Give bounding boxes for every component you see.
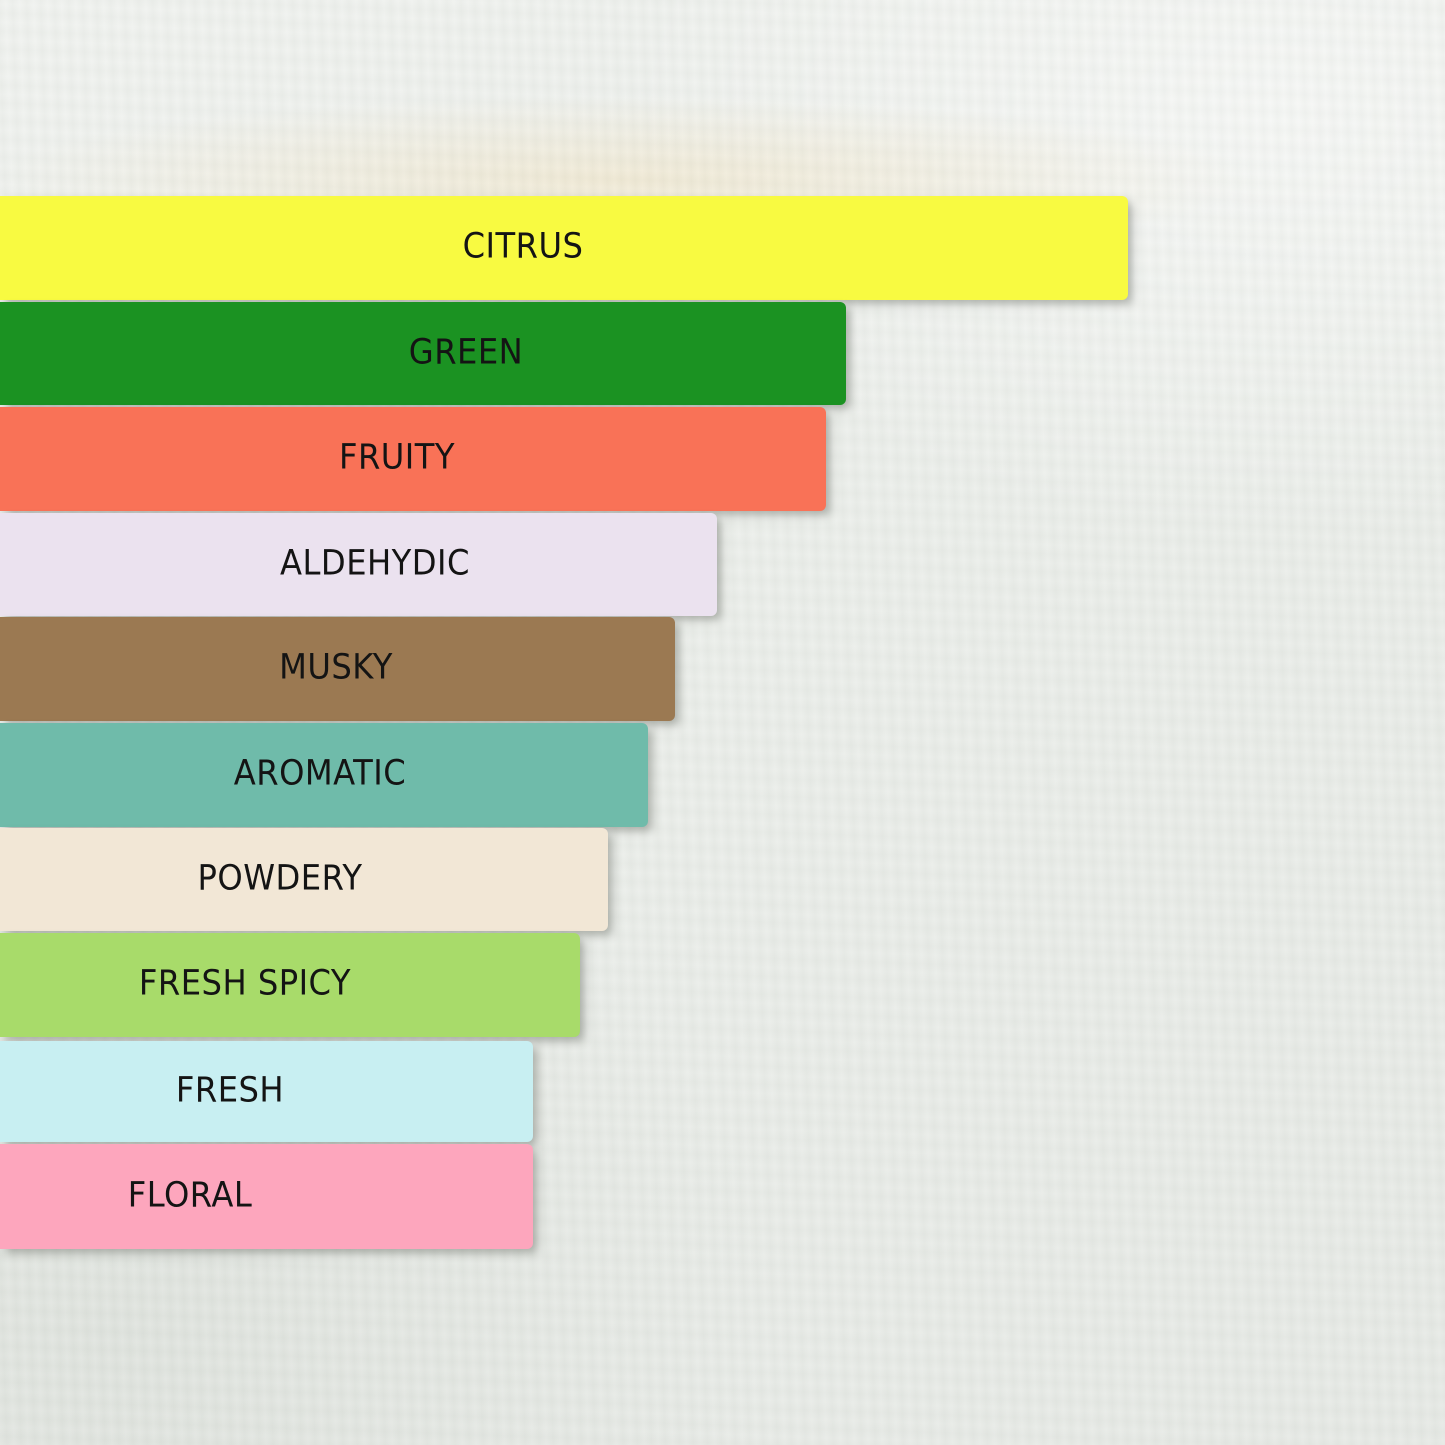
bar-label-green: GREEN [408,331,524,372]
bar-label-citrus: CITRUS [462,226,584,267]
bar-label-fresh: FRESH [175,1069,285,1110]
bar-musky: MUSKY [0,617,675,721]
bar-powdery: POWDERY [0,828,608,931]
bar-fresh: FRESH [0,1041,533,1142]
bar-label-aldehydic: ALDEHYDIC [280,542,470,583]
bar-label-fresh-spicy: FRESH SPICY [138,963,352,1004]
bar-label-aromatic: AROMATIC [233,753,407,794]
bar-label-floral: FLORAL [127,1174,253,1215]
bar-green: GREEN [0,302,846,405]
bar-fruity: FRUITY [0,407,826,511]
bar-citrus: CITRUS [0,196,1128,300]
bar-fresh-spicy: FRESH SPICY [0,933,580,1037]
bar-aldehydic: ALDEHYDIC [0,513,717,616]
bar-aromatic: AROMATIC [0,723,648,827]
bar-label-fruity: FRUITY [338,437,456,478]
bar-label-musky: MUSKY [279,647,393,688]
bar-floral: FLORAL [0,1144,533,1249]
bar-label-powdery: POWDERY [197,857,363,898]
